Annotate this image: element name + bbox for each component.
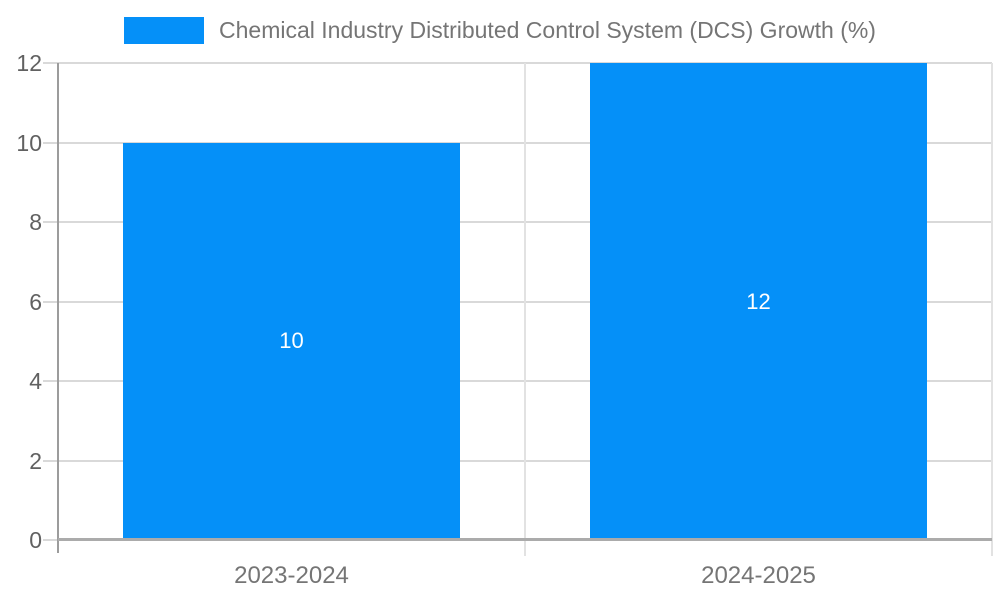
gridline — [43, 62, 992, 64]
y-tick-label: 8 — [29, 209, 42, 235]
bar-value-label: 10 — [279, 328, 304, 354]
y-tick-label: 6 — [29, 288, 42, 315]
bar-2023-2024[interactable] — [123, 142, 460, 540]
y-tick-label: 4 — [29, 368, 42, 394]
legend-swatch — [124, 17, 205, 44]
bar-value-label: 12 — [746, 288, 771, 314]
gridline — [43, 380, 992, 382]
gridline — [43, 221, 992, 223]
chart-legend: Chemical Industry Distributed Control Sy… — [0, 17, 1000, 44]
gridline — [43, 300, 992, 303]
y-tick-label: 0 — [29, 527, 42, 553]
y-tick-label: 2 — [29, 447, 42, 474]
vertical-gridline — [524, 63, 526, 556]
gridline — [43, 141, 992, 144]
legend-label: Chemical Industry Distributed Control Sy… — [219, 17, 876, 43]
x-axis-baseline — [58, 538, 992, 541]
y-tick-label: 10 — [16, 129, 42, 156]
y-tick-label: 12 — [16, 50, 42, 76]
gridline — [43, 459, 992, 462]
vertical-gridline — [991, 63, 993, 556]
x-category-label: 2024-2025 — [701, 562, 816, 589]
y-axis-line — [57, 63, 59, 553]
bar-2024-2025[interactable] — [590, 63, 927, 540]
plot-area: 10 12 — [43, 62, 993, 556]
x-category-label: 2023-2024 — [234, 562, 349, 589]
